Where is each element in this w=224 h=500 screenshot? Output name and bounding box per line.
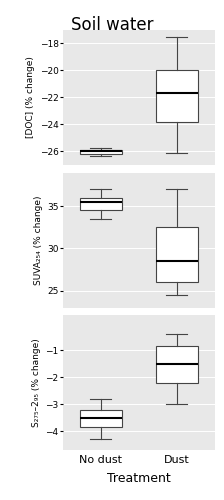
PathPatch shape [80, 198, 122, 210]
PathPatch shape [156, 346, 198, 383]
Y-axis label: [DOC] (% change): [DOC] (% change) [26, 56, 35, 138]
PathPatch shape [80, 150, 122, 154]
PathPatch shape [156, 228, 198, 282]
X-axis label: Treatment: Treatment [107, 472, 171, 485]
PathPatch shape [156, 70, 198, 122]
PathPatch shape [80, 410, 122, 427]
Text: Soil water: Soil water [71, 16, 153, 34]
Y-axis label: S₂₇₅–2₉₅ (% change): S₂₇₅–2₉₅ (% change) [32, 338, 41, 427]
Y-axis label: SUVA₂₅₄ (% change): SUVA₂₅₄ (% change) [34, 195, 43, 285]
